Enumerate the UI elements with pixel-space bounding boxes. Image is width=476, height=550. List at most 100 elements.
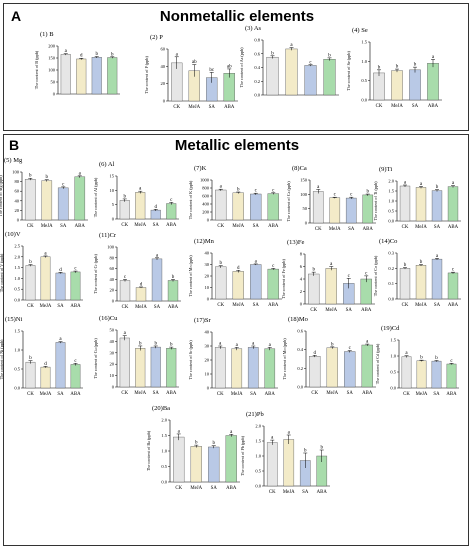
category-label: SA [154, 305, 161, 310]
y-axis-label: The content of Al (ppb) [93, 177, 98, 217]
significance-letter: b [155, 341, 158, 346]
y-axis-label: The content of Ti (ppb) [373, 181, 378, 221]
category-label: CK [402, 303, 409, 308]
category-label: MeJA [135, 305, 147, 310]
bar-sa [250, 193, 262, 221]
significance-letter: b [404, 263, 407, 268]
category-label: CK [175, 486, 182, 491]
y-tick-label: 1.5 [161, 433, 167, 438]
bar-aba [225, 435, 237, 483]
y-tick-label: 80 [15, 179, 20, 184]
significance-letter: d [59, 268, 62, 273]
y-tick-label: 20 [205, 358, 210, 363]
category-label: CK [269, 490, 276, 495]
bar-ck [399, 268, 411, 300]
category-label: CK [315, 227, 322, 232]
significance-letter: c [272, 188, 275, 193]
significance-letter: b [29, 174, 32, 179]
y-tick-label: 40 [205, 251, 210, 256]
y-tick-label: 1.5 [14, 329, 20, 334]
bar-aba [362, 194, 374, 224]
category-label: CK [121, 223, 128, 228]
category-label: SA [211, 486, 218, 491]
chart-title: (17)Sr [194, 317, 211, 324]
category-label: ABA [361, 308, 372, 313]
category-label: ABA [166, 223, 177, 228]
y-tick-label: 15 [110, 174, 115, 179]
y-tick-label: 0 [300, 302, 303, 307]
bar-sa [55, 272, 66, 301]
y-tick-label: 0.5 [14, 287, 20, 292]
bar-ck [309, 356, 321, 388]
category-label: ABA [317, 490, 328, 495]
chart-16: (16)Cu The content of Cu (ppb) 0 10 20 30 40 50… [93, 315, 179, 396]
y-tick-label: 1.0 [14, 276, 20, 281]
chart-8: (8)Ca The content of Ca (ppb) 0 50 100 150 a CK… [286, 165, 376, 232]
y-tick-label: 0.0 [255, 484, 261, 489]
y-tick-label: 40 [110, 339, 115, 344]
bar-sa [431, 258, 443, 300]
y-tick-label: 0.5 [161, 464, 167, 469]
significance-letter: d [140, 282, 143, 287]
category-label: MeJA [231, 392, 243, 397]
bar-meja [416, 360, 427, 389]
category-label: CK [27, 224, 34, 229]
chart-13: (13)Fe The content of Fe (ppb) 0 2 4 6 8 b CK a Me… [281, 239, 375, 313]
bar-meja [326, 347, 338, 388]
bar-ck [399, 185, 411, 222]
significance-letter: a [124, 331, 127, 336]
y-tick-label: 40 [205, 330, 210, 335]
significance-letter: a [178, 429, 181, 434]
y-tick-label: 50 [51, 80, 56, 85]
significance-letter: b [321, 446, 324, 451]
y-tick-label: 0 [207, 297, 210, 302]
bar-sa [431, 360, 442, 389]
y-tick-label: 0.5 [14, 367, 20, 372]
significance-letter: bc [209, 68, 215, 73]
y-tick-label: 30 [205, 262, 210, 267]
y-axis-label: The content of Cu (ppb) [93, 338, 98, 379]
significance-letter: d [80, 54, 83, 59]
bar-aba [427, 63, 439, 101]
y-tick-label: 200 [202, 210, 210, 215]
bar-sa [247, 347, 259, 389]
y-axis-label: The content of Cd (ppb) [375, 343, 380, 384]
chart-title: (5) Mg [4, 157, 23, 164]
bar-ck [312, 191, 324, 224]
category-label: CK [403, 392, 410, 397]
category-label: ABA [75, 224, 86, 229]
y-tick-label: 1.0 [390, 354, 396, 359]
category-label: CK [217, 303, 224, 308]
category-label: CK [310, 308, 317, 313]
y-axis-label: The content of Mg (ppb) [0, 175, 3, 217]
bar-meja [76, 58, 87, 95]
bar-sa [304, 65, 317, 96]
bar-aba [323, 59, 336, 96]
y-tick-label: 0 [53, 92, 56, 97]
bar-ck [215, 266, 227, 300]
y-tick-label: 1.0 [388, 199, 394, 204]
category-label: ABA [448, 303, 459, 308]
significance-letter: a [269, 343, 272, 348]
significance-letter: a [139, 187, 142, 192]
bar-aba [264, 348, 276, 389]
significance-letter: a [271, 436, 274, 441]
significance-letter: a [236, 343, 239, 348]
y-tick-label: 40 [15, 198, 20, 203]
category-label: ABA [166, 391, 177, 396]
chart-title: (14)Co [379, 238, 397, 245]
panel-b-title: Metallic elements [174, 137, 300, 154]
category-label: ABA [268, 224, 279, 229]
significance-letter: b [378, 65, 381, 70]
bar-sa [57, 187, 69, 221]
significance-letter: a [44, 251, 47, 256]
y-tick-label: 20 [110, 288, 115, 293]
y-tick-label: 0.5 [388, 209, 394, 214]
bar-ck [266, 442, 278, 487]
chart-5: (5) Mg The content of Mg (ppb) 0 20 40 60 80 10… [0, 157, 88, 229]
category-label: SA [57, 392, 64, 397]
significance-letter: a [330, 262, 333, 267]
y-tick-label: 100 [48, 68, 56, 73]
significance-letter: a [219, 342, 222, 347]
y-tick-label: 0.4 [254, 65, 260, 70]
